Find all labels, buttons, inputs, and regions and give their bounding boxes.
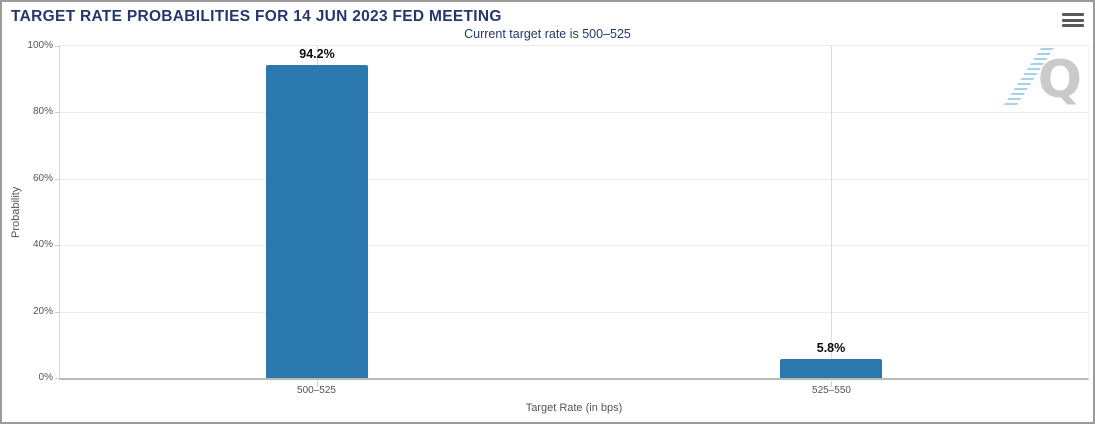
- y-tick-mark: [55, 311, 59, 313]
- y-tick-mark: [55, 245, 59, 247]
- bar[interactable]: [780, 358, 882, 378]
- y-tick-label: 100%: [27, 40, 53, 51]
- bar[interactable]: [266, 65, 368, 378]
- y-tick-label: 0%: [38, 372, 53, 383]
- page-title: TARGET RATE PROBABILITIES FOR 14 JUN 202…: [11, 8, 502, 25]
- plot-area: Q 0% 20% 40% 60% 80% 100% 94.2% 5.8%: [27, 40, 1089, 387]
- x-tick-mark: [316, 381, 318, 387]
- hamburger-icon: [1062, 24, 1084, 27]
- y-tick-label: 20%: [32, 305, 53, 317]
- y-tick-mark: [55, 46, 59, 47]
- quikstrike-logo: Q: [1002, 48, 1084, 114]
- bar-value-label: 5.8%: [816, 340, 846, 355]
- hamburger-icon: [1062, 18, 1084, 22]
- h-gridline: [60, 245, 1088, 247]
- v-gridline: [830, 46, 832, 378]
- x-tick-label: 500–525: [297, 385, 336, 396]
- y-tick-mark: [55, 112, 59, 114]
- chart-subtitle: Current target rate is 500–525: [464, 27, 631, 41]
- quikstrike-q-icon: Q: [1037, 50, 1082, 110]
- h-gridline: [60, 311, 1088, 313]
- y-tick-label: 40%: [32, 239, 53, 251]
- x-tick-mark: [830, 381, 832, 387]
- h-gridline: [60, 112, 1088, 114]
- x-axis-title: Target Rate (in bps): [525, 402, 623, 414]
- y-tick-mark: [55, 178, 59, 180]
- bar-value-label: 94.2%: [299, 47, 335, 62]
- hamburger-icon: [1062, 13, 1084, 16]
- x-tick-label: 525–550: [812, 385, 851, 396]
- x-axis-ticks: 500–525 525–550: [59, 385, 1089, 398]
- chart-menu-button[interactable]: [1062, 13, 1084, 27]
- y-tick-mark: [55, 378, 59, 379]
- y-tick-label: 80%: [32, 106, 53, 118]
- h-gridline: [60, 178, 1088, 180]
- y-tick-label: 60%: [32, 172, 53, 184]
- y-axis-title: Probability: [10, 186, 22, 239]
